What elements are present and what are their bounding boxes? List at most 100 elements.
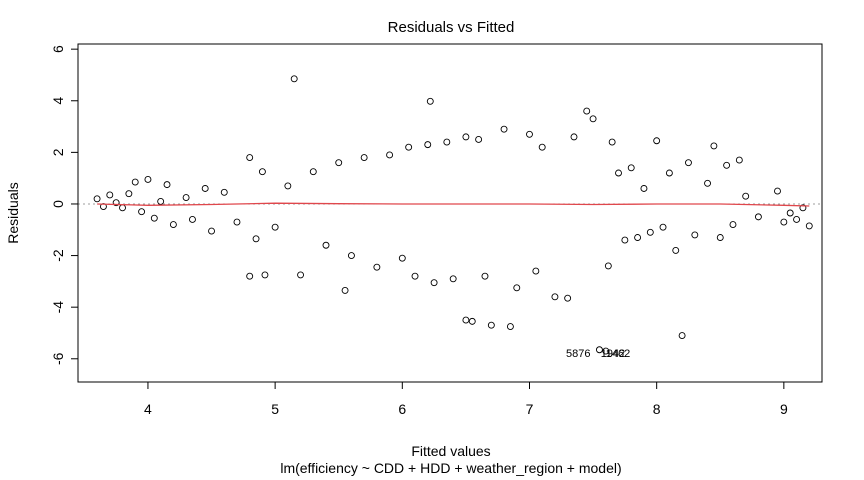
residual-point [468, 317, 476, 325]
residual-point [532, 267, 540, 275]
residual-point [271, 223, 279, 231]
outlier-label: 5876 [566, 348, 590, 360]
residual-point [564, 294, 572, 302]
residual-point [672, 246, 680, 254]
residual-point [640, 185, 648, 192]
residual-point [589, 115, 597, 123]
y-tick-label: 2 [50, 148, 66, 156]
residual-point [119, 204, 126, 212]
y-axis-title: Residuals [5, 182, 21, 243]
residual-point [233, 218, 241, 226]
residual-point [691, 231, 699, 239]
residual-point [246, 272, 254, 280]
lowess-smooth-line [97, 202, 810, 207]
plot-area-frame [77, 43, 823, 383]
residual-point [297, 271, 305, 279]
residual-point [481, 272, 489, 280]
smooth-line-layer [97, 202, 810, 207]
residual-point [595, 346, 603, 354]
residual-point [513, 284, 521, 292]
residual-point [604, 262, 612, 270]
residual-points-layer [93, 75, 813, 355]
chart-title: Residuals vs Fitted [388, 19, 515, 36]
residual-point [290, 75, 298, 83]
residual-point [793, 216, 801, 223]
x-axis: 4 5 6 7 8 9 [144, 381, 788, 417]
residual-point [169, 221, 177, 229]
residual-point [309, 168, 317, 176]
residual-point [735, 156, 743, 164]
residual-point [615, 169, 622, 177]
residual-point [157, 197, 165, 205]
residual-point [462, 133, 470, 141]
residual-point [106, 191, 114, 199]
residual-point [182, 194, 190, 201]
residual-point [621, 236, 629, 244]
residual-point [780, 218, 788, 226]
residual-point [506, 323, 514, 330]
y-tick-label: -2 [50, 249, 66, 262]
residual-point [138, 208, 146, 216]
residual-point [252, 235, 260, 243]
residual-point [373, 263, 381, 271]
residual-point [659, 223, 667, 231]
residual-point [258, 168, 266, 176]
x-tick-label: 8 [653, 401, 661, 417]
residual-point [201, 185, 209, 192]
residual-point [144, 176, 152, 183]
residual-point [449, 275, 457, 283]
residual-point [551, 293, 559, 301]
residual-point [386, 151, 394, 159]
residual-point [426, 97, 434, 105]
y-tick-label: 4 [50, 97, 66, 105]
residual-point [125, 190, 133, 198]
residual-point [93, 195, 101, 203]
x-tick-label: 9 [780, 401, 788, 417]
residual-point [405, 143, 413, 151]
residual-point [335, 159, 343, 167]
residual-point [360, 154, 368, 161]
residual-point [710, 142, 718, 150]
residual-point [189, 216, 196, 223]
residual-point [220, 188, 228, 196]
residual-point [284, 182, 292, 190]
y-tick-label: -6 [50, 352, 66, 365]
residual-point [487, 321, 495, 329]
residual-point [634, 234, 642, 241]
x-tick-label: 7 [526, 401, 534, 417]
residual-point [475, 136, 483, 143]
residual-point [774, 187, 781, 195]
residual-point [411, 272, 419, 280]
residual-point [805, 222, 813, 230]
residual-point [526, 130, 533, 138]
residual-point [112, 199, 120, 207]
residual-point [646, 228, 654, 236]
x-tick-label: 6 [398, 401, 406, 417]
residual-point [500, 125, 508, 133]
residual-point [443, 138, 451, 146]
residual-point [430, 279, 438, 287]
residual-point [208, 227, 215, 235]
x-tick-label: 4 [144, 401, 152, 417]
residual-point [729, 221, 737, 229]
residual-point [347, 252, 355, 260]
residual-point [799, 204, 807, 212]
residual-point [665, 169, 673, 177]
residual-point [246, 154, 254, 161]
residual-point [131, 178, 139, 186]
x-tick-label: 5 [271, 401, 279, 417]
residual-point [150, 214, 158, 222]
residual-point [716, 234, 724, 241]
outlier-label: 1462 [606, 348, 630, 360]
residual-point [538, 143, 546, 151]
residual-point [602, 347, 610, 355]
outlier-label: 1942 [601, 348, 625, 360]
residual-point [608, 138, 616, 146]
residual-point [754, 213, 762, 221]
residual-point [678, 332, 686, 340]
residual-point [704, 179, 711, 187]
residual-point [341, 286, 349, 294]
residual-point [653, 137, 661, 145]
